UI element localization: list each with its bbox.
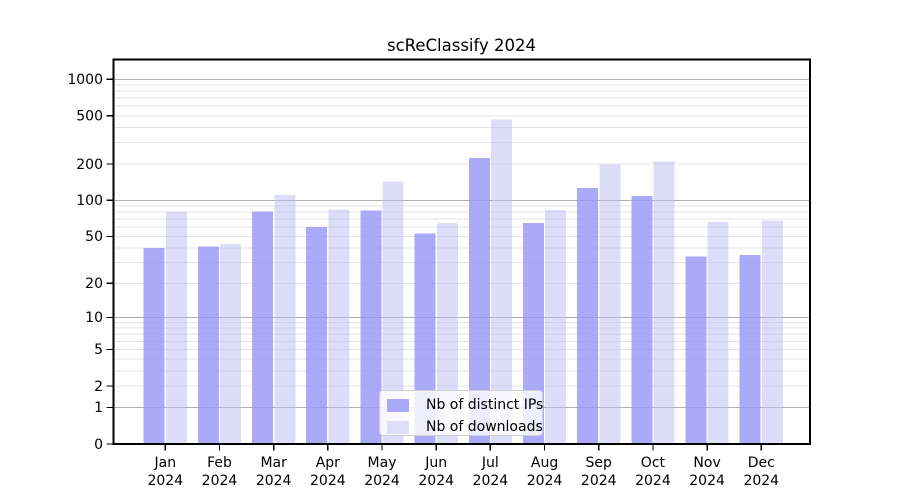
y-tick-label: 500 bbox=[76, 109, 103, 125]
y-tick-label: 5 bbox=[94, 342, 103, 358]
bar-downloads-nov bbox=[707, 222, 729, 444]
bar-distinct-ips-jan bbox=[143, 247, 165, 444]
bar-distinct-ips-feb bbox=[197, 246, 219, 444]
x-tick-label-year: 2024 bbox=[147, 473, 183, 489]
bar-distinct-ips-oct bbox=[631, 195, 653, 444]
y-tick-label: 50 bbox=[85, 229, 103, 245]
x-tick-label-year: 2024 bbox=[527, 473, 563, 489]
bar-distinct-ips-jul bbox=[468, 157, 490, 444]
bar-downloads-may bbox=[382, 181, 404, 445]
bar-downloads-jul bbox=[490, 119, 512, 445]
x-tick-label-year: 2024 bbox=[473, 473, 509, 489]
y-tick-label: 1 bbox=[94, 400, 103, 416]
x-tick-label-month: Dec bbox=[748, 455, 775, 471]
x-tick-label-year: 2024 bbox=[256, 473, 292, 489]
bar-distinct-ips-may bbox=[360, 210, 382, 444]
x-tick-label-month: Apr bbox=[316, 455, 340, 471]
x-tick-label-month: Aug bbox=[531, 455, 558, 471]
bar-downloads-apr bbox=[328, 209, 350, 444]
x-tick-label-year: 2024 bbox=[202, 473, 238, 489]
x-tick-label-year: 2024 bbox=[418, 473, 454, 489]
y-tick-label: 20 bbox=[85, 276, 103, 292]
bar-downloads-dec bbox=[761, 220, 783, 444]
x-tick-label-month: Jan bbox=[154, 455, 177, 471]
y-tick-label: 10 bbox=[85, 310, 103, 326]
x-tick-label-month: Feb bbox=[207, 455, 232, 471]
bar-downloads-mar bbox=[274, 194, 296, 444]
legend-label-distinct-ips: Nb of distinct IPs bbox=[426, 397, 544, 413]
legend-swatch-downloads bbox=[387, 420, 409, 434]
bar-downloads-oct bbox=[653, 161, 675, 444]
x-tick-label-month: Jul bbox=[481, 455, 499, 471]
chart-legend: Nb of distinct IPs Nb of downloads bbox=[379, 390, 543, 436]
chart-title: scReClassify 2024 bbox=[386, 36, 537, 55]
legend-label-downloads: Nb of downloads bbox=[426, 419, 543, 435]
x-tick-label-month: Mar bbox=[260, 455, 287, 471]
bar-downloads-jan bbox=[165, 211, 187, 444]
bar-downloads-jun bbox=[436, 222, 458, 444]
y-tick-label: 2 bbox=[94, 379, 103, 395]
x-tick-label-month: Nov bbox=[693, 455, 720, 471]
x-tick-label-year: 2024 bbox=[689, 473, 725, 489]
legend-item-downloads: Nb of downloads bbox=[387, 419, 543, 435]
x-tick-label-year: 2024 bbox=[581, 473, 617, 489]
bar-downloads-sep bbox=[599, 164, 621, 444]
x-tick-label-month: Sep bbox=[586, 455, 613, 471]
x-tick-label-year: 2024 bbox=[364, 473, 400, 489]
x-tick-label-month: May bbox=[368, 455, 397, 471]
bar-distinct-ips-nov bbox=[685, 256, 707, 444]
bar-distinct-ips-apr bbox=[306, 226, 328, 444]
legend-item-distinct-ips: Nb of distinct IPs bbox=[387, 397, 544, 413]
bar-downloads-feb bbox=[220, 244, 242, 444]
y-tick-label: 100 bbox=[76, 193, 103, 209]
bar-distinct-ips-mar bbox=[252, 211, 274, 444]
bar-distinct-ips-sep bbox=[577, 187, 599, 444]
x-tick-label-year: 2024 bbox=[635, 473, 671, 489]
y-tick-label: 200 bbox=[76, 157, 103, 173]
bar-distinct-ips-dec bbox=[739, 254, 761, 444]
x-tick-label-month: Jun bbox=[424, 455, 447, 471]
y-tick-label: 0 bbox=[94, 437, 103, 453]
x-tick-label-year: 2024 bbox=[743, 473, 779, 489]
y-tick-label: 1000 bbox=[67, 72, 103, 88]
x-tick-label-month: Oct bbox=[641, 455, 666, 471]
legend-swatch-distinct-ips bbox=[387, 398, 409, 412]
bar-downloads-aug bbox=[545, 210, 567, 444]
x-tick-label-year: 2024 bbox=[310, 473, 346, 489]
bar-distinct-ips-aug bbox=[522, 222, 544, 444]
plot-border bbox=[112, 58, 811, 445]
